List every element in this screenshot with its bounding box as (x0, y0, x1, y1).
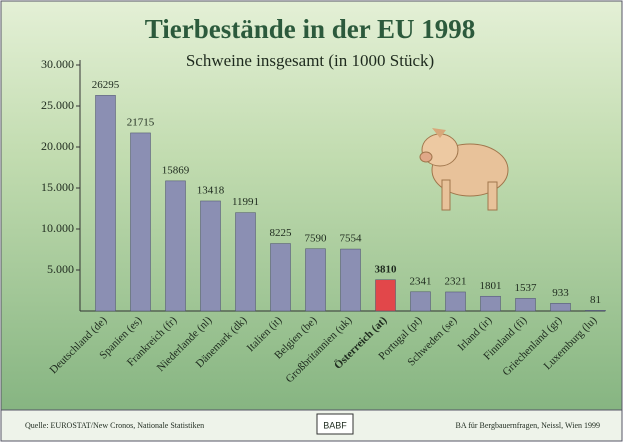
bar (375, 279, 396, 312)
y-tick-label: 15.000 (41, 180, 74, 194)
chart-subtitle: Schweine insgesamt (in 1000 Stück) (186, 51, 434, 70)
bar (585, 310, 606, 312)
value-label: 7590 (305, 232, 328, 244)
bar (200, 200, 221, 312)
bar (515, 298, 536, 312)
value-label: 2321 (445, 275, 467, 287)
bar (95, 95, 116, 312)
value-label: 81 (590, 294, 601, 306)
value-label: 15869 (162, 164, 190, 176)
value-label: 26295 (92, 79, 120, 91)
value-label: 933 (552, 287, 569, 299)
y-tick-label: 25.000 (41, 98, 74, 112)
source: Quelle: EUROSTAT/New Cronos, Nationale S… (25, 421, 204, 430)
bar (410, 291, 431, 312)
y-tick-label: 30.000 (41, 57, 74, 71)
value-label: 1537 (515, 282, 538, 294)
y-tick-label: 10.000 (41, 221, 74, 235)
bar (550, 303, 571, 312)
chart-title: Tierbestände in der EU 1998 (145, 14, 476, 44)
pig (419, 128, 509, 211)
bar (165, 180, 186, 312)
value-label: 21715 (127, 116, 155, 128)
value-label: 7554 (340, 233, 363, 245)
value-label: 1801 (480, 280, 502, 292)
bar (340, 248, 361, 312)
value-label: 13418 (197, 185, 225, 197)
logo: BABF (323, 420, 347, 430)
bar (130, 132, 151, 312)
footer-band (0, 409, 623, 442)
bar (235, 212, 256, 312)
value-label: 3810 (375, 263, 398, 275)
value-label: 11991 (232, 196, 259, 208)
y-tick-label: 20.000 (41, 139, 74, 153)
value-label: 2341 (410, 275, 432, 287)
logo-box (316, 413, 354, 435)
bar (270, 243, 291, 312)
bar (480, 295, 501, 312)
value-label: 8225 (270, 227, 293, 239)
bar (305, 248, 326, 312)
bar (445, 291, 466, 312)
credit: BA für Bergbauernfragen, Neissl, Wien 19… (456, 421, 600, 430)
y-tick-label: 5.000 (47, 262, 74, 276)
